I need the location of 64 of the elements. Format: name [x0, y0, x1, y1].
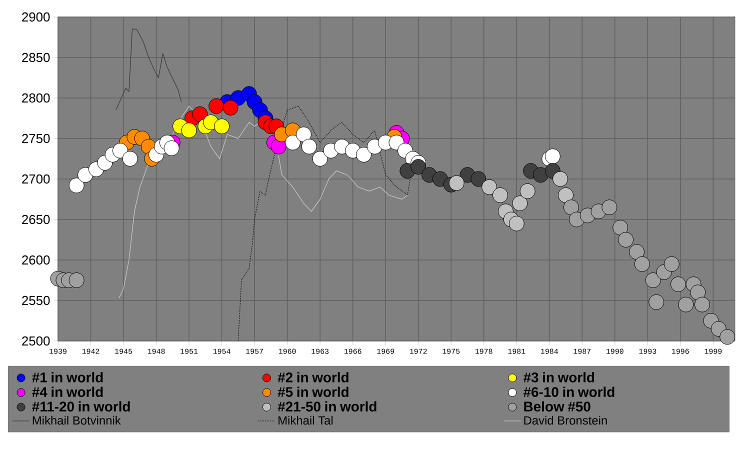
y-tick-label: 2850	[22, 52, 50, 62]
point	[645, 272, 661, 288]
legend-label: David Bronstein	[524, 416, 607, 425]
legend-label: #11-20 in world	[32, 401, 130, 412]
point	[558, 187, 574, 203]
y-tick-label: 2550	[22, 296, 50, 306]
point	[181, 122, 197, 138]
point	[164, 140, 180, 156]
y-tick-label: 2900	[22, 12, 50, 22]
point	[296, 126, 312, 142]
point	[678, 296, 694, 312]
legend-label: Mikhail Tal	[278, 416, 333, 425]
point	[628, 244, 644, 260]
legend-label: #3 in world	[523, 372, 594, 382]
point	[694, 296, 710, 312]
point	[312, 150, 328, 166]
y-tick-label: 2650	[22, 214, 50, 224]
point	[552, 171, 568, 187]
point	[285, 134, 301, 150]
point	[112, 142, 128, 158]
legend-label: Mikhail Botvinnik	[32, 416, 121, 425]
y-tick-label: 2600	[22, 255, 50, 265]
legend-label: #2 in world	[278, 372, 348, 382]
point	[482, 179, 498, 195]
point	[122, 150, 138, 166]
point	[68, 178, 84, 194]
point	[670, 276, 686, 292]
point	[532, 167, 548, 183]
legend-label: #21-50 in world	[278, 401, 376, 412]
point	[618, 232, 634, 248]
point	[470, 171, 486, 187]
point	[356, 146, 372, 162]
y-tick-label: 2750	[22, 134, 50, 144]
point	[648, 294, 664, 310]
point	[612, 220, 628, 236]
point	[520, 183, 536, 199]
point	[690, 284, 706, 300]
legend-label: Below #50	[524, 401, 590, 412]
point	[720, 329, 736, 345]
y-tick-label: 2800	[22, 93, 50, 103]
legend-label: #5 in world	[278, 386, 348, 397]
point	[664, 256, 680, 272]
y-tick-label: 2500	[22, 336, 50, 346]
point	[492, 187, 508, 203]
point	[208, 98, 224, 114]
point	[602, 200, 618, 216]
point	[432, 171, 448, 187]
point	[301, 138, 317, 154]
point	[512, 196, 528, 212]
point	[222, 100, 238, 116]
legend-label: #6-10 in world	[523, 386, 614, 397]
point	[544, 148, 560, 164]
point	[508, 216, 524, 232]
point	[634, 256, 650, 272]
point	[192, 106, 208, 122]
legend-label: #1 in world	[32, 372, 103, 382]
point	[214, 118, 230, 134]
legend-label: #4 in world	[32, 386, 103, 397]
y-tick-label: 2700	[22, 174, 50, 184]
point	[410, 159, 426, 175]
line-series	[116, 28, 182, 110]
point	[448, 175, 464, 191]
point	[563, 200, 579, 216]
point	[68, 272, 84, 288]
